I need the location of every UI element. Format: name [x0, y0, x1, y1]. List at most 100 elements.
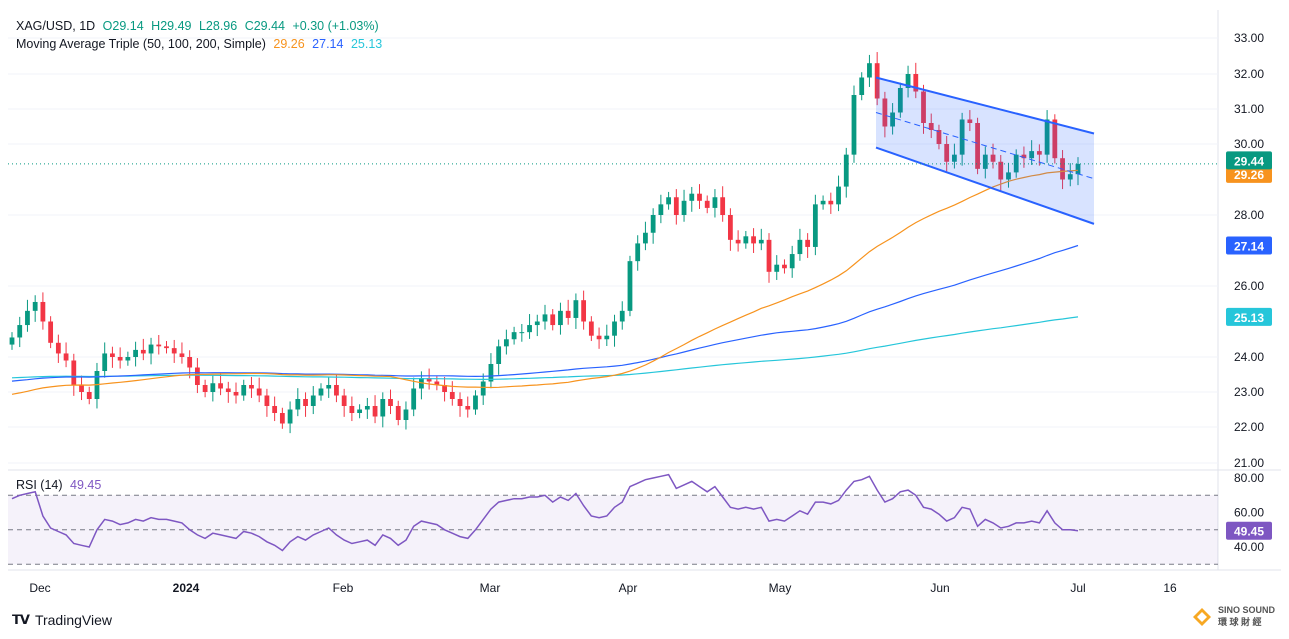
- candle-body: [164, 346, 169, 349]
- candle-body: [55, 342, 61, 354]
- sino-bottom-text: 環 球 財 經: [1217, 617, 1262, 627]
- candle-body: [1067, 174, 1073, 180]
- candle-body: [588, 321, 594, 336]
- sino-top-text: SINO SOUND: [1217, 605, 1275, 615]
- ma-title[interactable]: Moving Average Triple (50, 100, 200, Sim…: [16, 37, 266, 51]
- candle-body: [527, 325, 532, 333]
- candle-body: [921, 91, 926, 123]
- candle-body: [928, 123, 934, 130]
- candle-body: [727, 215, 733, 240]
- candle-body: [264, 395, 270, 406]
- candle-body: [867, 63, 872, 78]
- candle-body: [218, 383, 223, 389]
- candle-body: [202, 385, 208, 392]
- symbol-label[interactable]: XAG/USD, 1D: [16, 19, 96, 33]
- ma100-line: [11, 244, 1079, 382]
- candle-body: [496, 346, 502, 364]
- candle-body: [256, 388, 262, 396]
- candle-body: [558, 310, 563, 326]
- sino-sound-logo-icon: [1192, 607, 1211, 626]
- candle-body: [743, 236, 749, 244]
- candle-body: [480, 381, 486, 396]
- rsi-header-value: 49.45: [70, 478, 102, 492]
- candle-body: [975, 123, 980, 169]
- candle-body: [936, 130, 942, 144]
- candle-body: [650, 215, 656, 233]
- candle-body: [619, 310, 625, 322]
- time-tick-label: 2024: [173, 581, 200, 595]
- candle-body: [805, 239, 811, 247]
- candle-body: [774, 264, 780, 272]
- candle-body: [140, 349, 146, 354]
- candle-body: [449, 392, 455, 399]
- candle-body: [998, 161, 1004, 180]
- candle-body: [967, 119, 973, 123]
- candle-body: [534, 321, 540, 326]
- candle-body: [488, 364, 494, 382]
- rsi-value-badge-bg: [1226, 521, 1272, 540]
- candle-body: [720, 197, 726, 215]
- candle-body: [697, 193, 702, 201]
- candle-body: [133, 349, 138, 357]
- candle-body: [673, 197, 679, 215]
- candle-body: [581, 300, 587, 322]
- candle-body: [326, 385, 332, 389]
- candle-body: [681, 200, 687, 215]
- rsi-tick-label: 60.00: [1234, 506, 1264, 520]
- ma50-price-badge: 29.26: [1234, 168, 1264, 182]
- tradingview-logo-icon: 𝗧𝗩: [12, 612, 30, 627]
- time-tick-label: Jul: [1070, 581, 1085, 595]
- candle-body: [952, 154, 957, 162]
- candle-body: [310, 395, 316, 406]
- candle-body: [666, 197, 671, 205]
- low-value: L28.96: [198, 19, 238, 33]
- candle-body: [913, 74, 919, 92]
- ma50-value: 29.26: [273, 37, 305, 51]
- price-tick-label: 28.00: [1234, 208, 1264, 222]
- candle-body: [465, 406, 471, 410]
- candle-body: [1075, 163, 1081, 175]
- candle-body: [341, 395, 347, 406]
- candle-body: [704, 200, 710, 208]
- rsi-line: [11, 473, 1079, 552]
- candle-body: [511, 332, 517, 340]
- candle-body: [102, 353, 108, 371]
- candle-body: [411, 388, 417, 410]
- candle-body: [1036, 151, 1042, 155]
- rsi-title[interactable]: RSI (14): [16, 478, 63, 492]
- candle-body: [318, 388, 324, 396]
- candle-body: [9, 337, 15, 345]
- ma200-price-badge: 25.13: [1234, 311, 1264, 325]
- candle-body: [473, 395, 478, 410]
- candle-body: [766, 239, 772, 272]
- candle-body: [303, 399, 308, 406]
- candle-body: [859, 77, 865, 95]
- candle-body: [612, 321, 617, 336]
- rsi-header: RSI (14) 49.45: [16, 478, 105, 492]
- candle-body: [604, 335, 610, 340]
- candle-body: [148, 344, 154, 354]
- price-tick-label: 30.00: [1234, 137, 1264, 151]
- price-tick-label: 33.00: [1234, 31, 1264, 45]
- candle-body: [1052, 119, 1058, 159]
- candle-body: [233, 392, 239, 396]
- candle-body: [836, 186, 841, 205]
- candle-body: [395, 406, 401, 420]
- channel-upper-line: [875, 76, 1095, 135]
- candle-body: [25, 310, 30, 326]
- time-tick-label: Dec: [29, 581, 50, 595]
- candle-body: [380, 399, 386, 417]
- candle-body: [241, 385, 247, 396]
- candle-body: [897, 88, 903, 113]
- candle-body: [1044, 119, 1050, 155]
- candle-body: [194, 367, 200, 385]
- ma200-price-badge-bg: [1226, 307, 1272, 326]
- tradingview-brand[interactable]: 𝗧𝗩 TradingView: [12, 612, 112, 628]
- candle-body: [851, 95, 857, 155]
- candle-body: [874, 63, 880, 99]
- candle-body: [457, 399, 463, 406]
- candle-body: [565, 310, 571, 318]
- channel-lower-line: [875, 146, 1095, 225]
- channel-fill: [876, 77, 1094, 224]
